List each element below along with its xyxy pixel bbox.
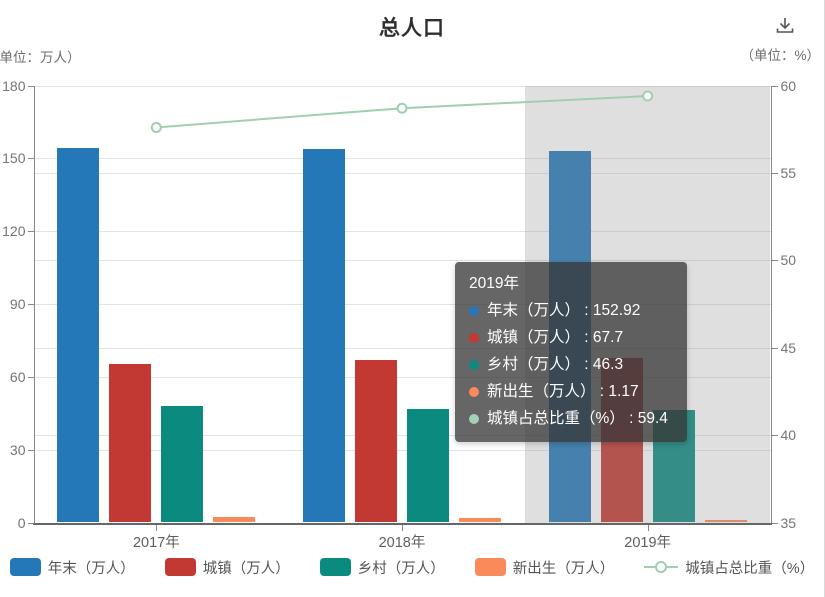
gridline-right-axis — [33, 172, 771, 174]
y-axis-right-tick — [771, 85, 778, 87]
bar-2-series-3[interactable] — [704, 519, 747, 523]
y-axis-left-tick-label: 90 — [9, 296, 26, 312]
x-axis-line — [32, 522, 772, 525]
legend-bar-marker-icon — [474, 558, 506, 576]
y-axis-right-tick — [771, 172, 778, 174]
y-axis-right-tick-label: 40 — [780, 427, 797, 444]
tooltip-row-text: 乡村（万人） : 46.3 — [487, 356, 624, 373]
tooltip: 2019年 年末（万人） : 152.92 城镇（万人） : 67.7 乡村（万人）… — [455, 262, 687, 442]
bar-1-series-1[interactable] — [355, 360, 397, 523]
y-axis-left-tick — [27, 85, 34, 87]
y-axis-left-tick-label: 180 — [2, 77, 26, 94]
gridline-left-axis — [33, 376, 771, 378]
legend-label: 乡村（万人） — [357, 560, 445, 577]
legend: 年末（万人） 城镇（万人） 乡村（万人） 新出生（万人） 城镇占总比重（%） — [0, 552, 824, 582]
gridline-left-axis — [33, 304, 771, 305]
bar-0-series-1[interactable] — [109, 363, 152, 523]
tooltip-row: 乡村（万人） : 46.3 — [469, 351, 673, 378]
bar-1-series-0[interactable] — [303, 149, 345, 523]
gridline-left-axis — [33, 449, 771, 451]
tooltip-row-text: 城镇（万人） : 67.7 — [487, 329, 624, 346]
tooltip-row: 年末（万人） : 152.92 — [469, 297, 673, 324]
tooltip-row: 新出生（万人） : 1.17 — [469, 378, 673, 405]
y-axis-left-tick-label: 0 — [17, 514, 26, 531]
y-axis-left-tick — [27, 231, 34, 233]
x-axis-tick — [402, 524, 403, 531]
y-axis-left-tick-label: 60 — [9, 368, 26, 385]
x-axis-category-label: 2017年 — [132, 534, 180, 551]
x-axis-tick — [156, 524, 158, 531]
y-axis-left-tick — [27, 522, 34, 524]
y-axis-left-tick-label: 150 — [2, 150, 26, 167]
y-axis-right-tick-label: 50 — [780, 252, 797, 269]
legend-item-bar[interactable]: 新出生（万人） — [474, 557, 615, 578]
download-icon[interactable] — [774, 15, 796, 37]
y-axis-left-tick — [27, 304, 34, 305]
gridline-right-axis — [33, 435, 771, 437]
legend-label: 年末（万人） — [47, 560, 135, 577]
bar-0-series-2[interactable] — [161, 405, 204, 523]
y-axis-right-tick — [771, 522, 778, 524]
legend-label: 城镇占总比重（%） — [685, 560, 815, 577]
tooltip-series-dot-icon — [469, 359, 479, 370]
legend-label: 城镇（万人） — [202, 560, 290, 577]
x-axis-category-label: 2019年 — [624, 534, 672, 551]
tooltip-row-text: 年末（万人） : 152.92 — [487, 302, 641, 319]
legend-bar-marker-icon — [164, 558, 196, 576]
line-data-point[interactable] — [150, 121, 162, 133]
y-axis-right-tick-label: 35 — [780, 514, 797, 531]
tooltip-series-dot-icon — [469, 305, 479, 316]
tooltip-series-dot-icon — [469, 386, 479, 397]
bar-1-series-3[interactable] — [459, 518, 501, 523]
legend-bar-marker-icon — [9, 558, 41, 576]
legend-bar-marker-icon — [319, 558, 351, 576]
tooltip-row: 城镇（万人） : 67.7 — [469, 324, 673, 351]
legend-item-line[interactable]: 城镇占总比重（%） — [644, 557, 814, 578]
gridline-left-axis — [33, 85, 771, 87]
line-data-point[interactable] — [396, 102, 408, 114]
tooltip-series-dot-icon — [469, 332, 479, 343]
y-axis-left-tick — [27, 376, 34, 378]
gridline-left-axis — [33, 231, 771, 233]
tooltip-row: 城镇占总比重（%） : 59.4 — [469, 405, 673, 432]
y-axis-right-tick — [771, 347, 778, 349]
chart-title: 总人口 — [379, 17, 445, 40]
y-axis-left-tick — [27, 449, 34, 451]
gridline-left-axis — [33, 158, 771, 160]
bar-0-series-0[interactable] — [57, 148, 100, 523]
x-axis-tick — [647, 524, 649, 531]
gridline-right-axis — [33, 347, 771, 349]
y-axis-left-tick-label: 120 — [2, 223, 26, 240]
bar-1-series-2[interactable] — [407, 409, 449, 523]
legend-label: 新出生（万人） — [512, 560, 615, 577]
tooltip-series-dot-icon — [469, 413, 479, 424]
legend-item-bar[interactable]: 乡村（万人） — [319, 557, 445, 578]
y-axis-left-tick — [27, 158, 34, 160]
y-axis-right-tick-label: 60 — [780, 77, 797, 94]
y-axis-right-tick-label: 45 — [780, 339, 797, 356]
legend-item-bar[interactable]: 年末（万人） — [9, 557, 135, 578]
right-axis-unit-label: （单位：%） — [740, 48, 820, 63]
tooltip-rows: 年末（万人） : 152.92 城镇（万人） : 67.7 乡村（万人） : 46.… — [469, 297, 673, 432]
y-axis-left-tick-label: 30 — [9, 441, 26, 458]
x-axis-category-label: 2018年 — [378, 534, 426, 551]
tooltip-row-text: 城镇占总比重（%） : 59.4 — [487, 410, 668, 427]
tooltip-title: 2019年 — [469, 275, 519, 292]
gridline-right-axis — [33, 260, 771, 262]
y-axis-right-tick-label: 55 — [780, 164, 797, 181]
left-axis-unit-label: （单位：万人） — [0, 50, 81, 65]
tooltip-row-text: 新出生（万人） : 1.17 — [487, 383, 639, 400]
line-data-point[interactable] — [642, 90, 654, 102]
legend-item-bar[interactable]: 城镇（万人） — [164, 557, 290, 578]
y-axis-right-tick — [771, 260, 778, 262]
y-axis-left-line — [33, 85, 35, 524]
y-axis-right-tick — [771, 435, 778, 437]
legend-line-marker-icon — [644, 561, 679, 573]
bar-0-series-3[interactable] — [213, 516, 256, 523]
legend-line-circle — [655, 561, 668, 573]
y-axis-right-line — [770, 85, 772, 524]
